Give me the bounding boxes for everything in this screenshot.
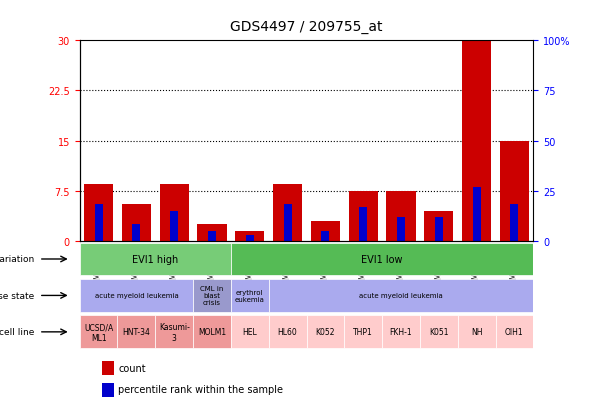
Text: UCSD/A
ML1: UCSD/A ML1 (84, 323, 113, 342)
Bar (424, 211, 454, 241)
Text: erythrol
eukemia: erythrol eukemia (235, 289, 265, 302)
FancyBboxPatch shape (193, 279, 231, 312)
Bar (511, 204, 519, 241)
Bar (159, 185, 189, 241)
Text: EVI1 low: EVI1 low (361, 254, 403, 264)
Bar (349, 191, 378, 241)
FancyBboxPatch shape (268, 279, 533, 312)
Bar (386, 191, 416, 241)
Bar (284, 204, 292, 241)
FancyBboxPatch shape (345, 316, 382, 349)
FancyBboxPatch shape (155, 316, 193, 349)
Text: acute myeloid leukemia: acute myeloid leukemia (94, 293, 178, 299)
Bar (359, 208, 367, 241)
FancyBboxPatch shape (268, 316, 306, 349)
Bar (321, 231, 329, 241)
Text: K052: K052 (316, 328, 335, 337)
Bar (94, 204, 102, 241)
FancyBboxPatch shape (420, 316, 458, 349)
Text: GDS4497 / 209755_at: GDS4497 / 209755_at (230, 20, 383, 34)
Text: THP1: THP1 (353, 328, 373, 337)
Bar (197, 225, 227, 241)
Bar (246, 236, 254, 241)
FancyBboxPatch shape (80, 279, 193, 312)
Text: K051: K051 (429, 328, 449, 337)
Text: percentile rank within the sample: percentile rank within the sample (118, 385, 283, 394)
FancyBboxPatch shape (306, 316, 345, 349)
FancyBboxPatch shape (458, 316, 495, 349)
Text: count: count (118, 363, 146, 373)
FancyBboxPatch shape (382, 316, 420, 349)
Bar (473, 188, 481, 241)
Bar (235, 231, 264, 241)
FancyBboxPatch shape (118, 316, 155, 349)
Text: acute myeloid leukemia: acute myeloid leukemia (359, 293, 443, 299)
Bar (132, 225, 140, 241)
Bar (435, 218, 443, 241)
Text: disease state: disease state (0, 291, 34, 300)
Text: HL60: HL60 (278, 328, 297, 337)
Text: CML in
blast
crisis: CML in blast crisis (200, 286, 224, 306)
FancyBboxPatch shape (231, 316, 268, 349)
Bar (462, 41, 491, 241)
FancyBboxPatch shape (495, 316, 533, 349)
Bar (500, 141, 529, 241)
FancyBboxPatch shape (231, 243, 533, 276)
Text: cell line: cell line (0, 328, 34, 337)
Text: EVI1 high: EVI1 high (132, 254, 178, 264)
Bar (122, 204, 151, 241)
Bar (84, 185, 113, 241)
FancyBboxPatch shape (80, 243, 231, 276)
FancyBboxPatch shape (80, 316, 118, 349)
Bar (397, 218, 405, 241)
Bar (311, 221, 340, 241)
Text: MOLM1: MOLM1 (198, 328, 226, 337)
Bar (102, 383, 114, 396)
Bar (170, 211, 178, 241)
FancyBboxPatch shape (193, 316, 231, 349)
Text: genotype/variation: genotype/variation (0, 255, 34, 264)
FancyBboxPatch shape (231, 279, 268, 312)
Text: Kasumi-
3: Kasumi- 3 (159, 323, 189, 342)
Bar (273, 185, 302, 241)
Text: FKH-1: FKH-1 (390, 328, 413, 337)
Text: HNT-34: HNT-34 (123, 328, 150, 337)
Text: HEL: HEL (242, 328, 257, 337)
Bar (102, 361, 114, 375)
Bar (208, 231, 216, 241)
Text: OIH1: OIH1 (505, 328, 524, 337)
Text: NH: NH (471, 328, 482, 337)
